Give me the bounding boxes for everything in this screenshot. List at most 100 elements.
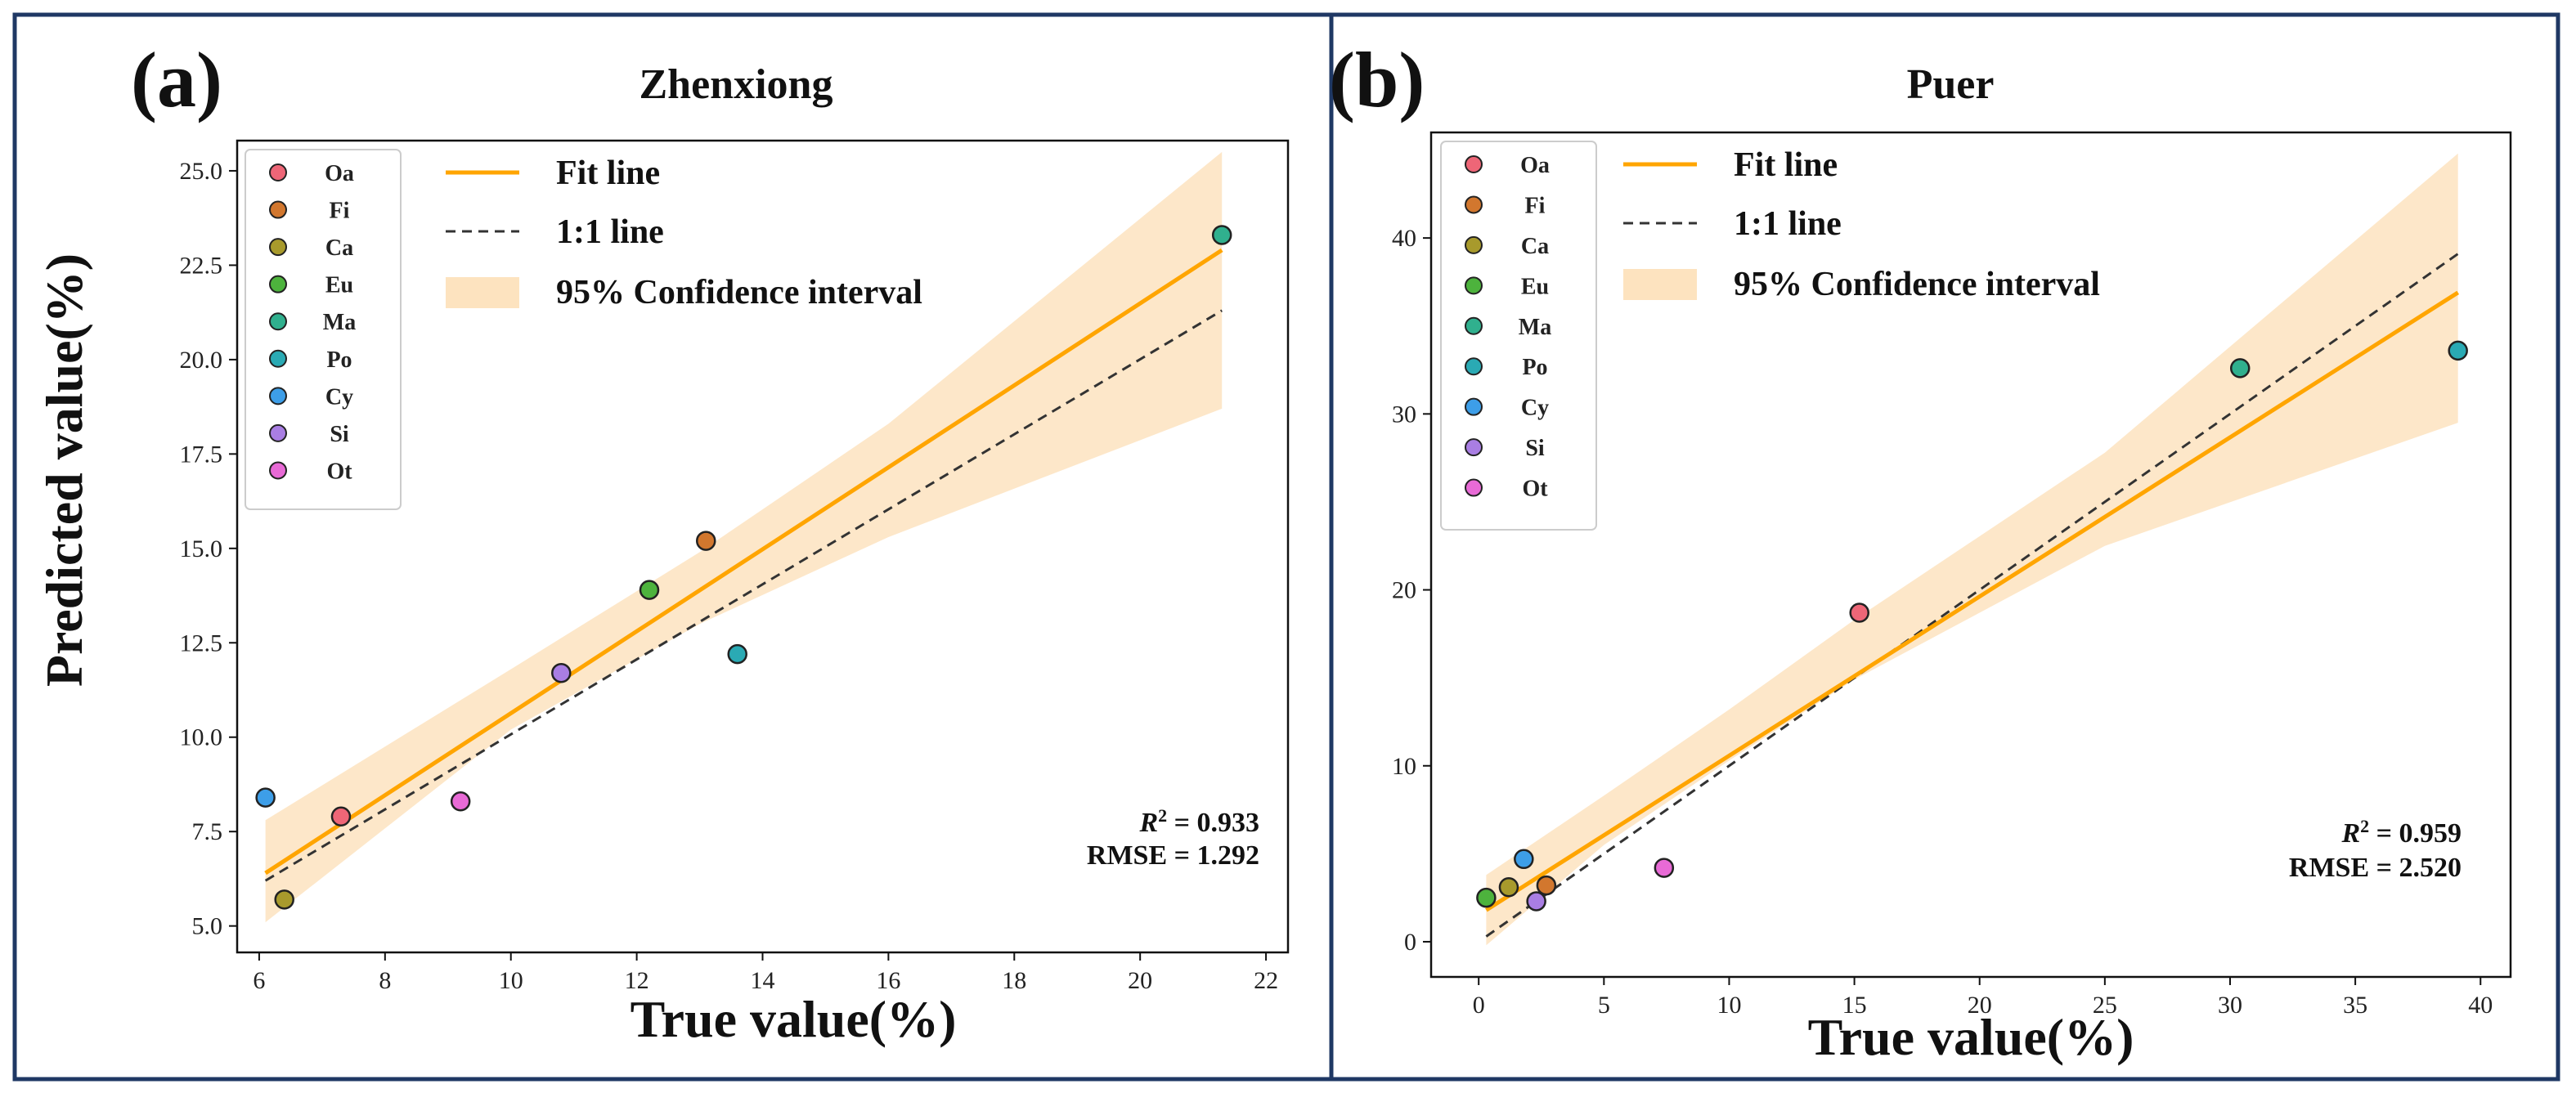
data-point-ma <box>1211 225 1232 245</box>
legend-label-fi: Fi <box>1525 193 1546 218</box>
panel-a-r2-exponent: 2 <box>1158 805 1167 826</box>
panel-a-xlabel: True value(%) <box>631 990 957 1048</box>
legend-marker-cy <box>1465 397 1483 416</box>
legend-ci-label: 95% Confidence interval <box>556 274 922 311</box>
data-point-ca <box>274 889 294 910</box>
legend-ci-swatch <box>1623 269 1697 300</box>
legend-marker-eu <box>269 275 287 293</box>
data-point-si <box>1526 891 1546 912</box>
x-tick-label: 6 <box>253 967 265 994</box>
legend-label-ma: Ma <box>323 310 356 335</box>
legend-identity-label: 1:1 line <box>1734 205 1842 243</box>
x-tick-label: 10 <box>1717 992 1741 1019</box>
data-point-ma <box>2229 358 2251 379</box>
y-tick-label: 15.0 <box>180 535 223 562</box>
y-tick-label: 25.0 <box>180 158 223 185</box>
data-point-oa <box>330 806 352 826</box>
data-point-cy <box>1514 849 1534 870</box>
category-legend <box>245 149 402 510</box>
x-tick-label: 22 <box>1254 967 1278 994</box>
data-point-eu <box>1476 887 1497 908</box>
x-tick-label: 40 <box>2468 992 2493 1019</box>
panel-a-r2-symbol: R <box>1138 808 1158 838</box>
legend-marker-ca <box>269 238 287 257</box>
panel-a-label: (a) <box>131 36 222 123</box>
panel-a-r2-value: = 0.933 <box>1167 808 1259 838</box>
y-tick-label: 5.0 <box>192 913 223 940</box>
category-legend <box>1440 141 1597 531</box>
legend-marker-ca <box>1465 235 1483 254</box>
data-point-oa <box>1849 603 1869 623</box>
data-point-eu <box>639 580 660 600</box>
y-tick-label: 0 <box>1404 929 1416 956</box>
legend-marker-si <box>269 423 287 442</box>
legend-marker-po <box>269 349 287 368</box>
legend-marker-eu <box>1465 276 1483 295</box>
legend-label-cy: Cy <box>1521 396 1549 421</box>
x-tick-label: 18 <box>1002 967 1026 994</box>
y-tick-label: 20 <box>1392 577 1416 604</box>
legend-label-ot: Ot <box>1522 477 1548 502</box>
panel-b: (b) Puer True value(%) R2 = 0.959 RMSE =… <box>1329 12 2560 1082</box>
axes-frame <box>1429 131 2512 979</box>
x-tick-label: 20 <box>1128 967 1152 994</box>
y-tick-label: 10.0 <box>180 724 223 751</box>
ci-band <box>1486 153 2458 946</box>
panel-a-plot: 6 8 10 12 14 16 18 20 225.07.510.012.515.017.520… <box>180 139 1290 994</box>
panel-a-title: Zhenxiong <box>640 61 833 108</box>
legend-fit-label: Fit line <box>1734 146 1838 184</box>
panel-b-title: Puer <box>1907 61 1995 108</box>
y-tick-label: 17.5 <box>180 441 223 468</box>
y-tick-label: 40 <box>1392 225 1416 252</box>
panel-b-plot: 0 5 10 15 20 25 30 35 40 0 10 20 30 40 Oa Fi Ca Eu Ma Po Cy S… <box>1392 131 2512 1019</box>
legend-marker-fi <box>1465 195 1483 214</box>
panel-b-r2: R2 = 0.959 <box>2340 816 2462 849</box>
x-tick-label: 12 <box>625 967 649 994</box>
legend-label-cy: Cy <box>325 384 353 410</box>
legend-label-ot: Ot <box>326 459 352 484</box>
data-point-cy <box>255 787 276 808</box>
legend-label-po: Po <box>1522 355 1547 380</box>
data-point-si <box>551 662 572 683</box>
y-tick-label: 7.5 <box>192 818 223 845</box>
legend-marker-po <box>1465 357 1483 376</box>
data-point-ca <box>1498 876 1519 898</box>
panel-b-rmse: RMSE = 2.520 <box>2289 853 2462 883</box>
identity-line <box>264 309 1223 882</box>
panel-a-rmse: RMSE = 1.292 <box>1087 840 1259 871</box>
panel-a-ylabel: Predicted value(%) <box>35 253 93 687</box>
panel-b-r2-value: = 0.959 <box>2369 818 2462 849</box>
panel-a-r2: R2 = 0.933 <box>1138 805 1259 839</box>
legend-label-po: Po <box>326 347 352 373</box>
x-tick-label: 25 <box>2093 992 2117 1019</box>
data-point-fi <box>1536 875 1557 896</box>
legend-fit-label: Fit line <box>556 155 660 192</box>
panel-a: (a) Zhenxiong Predicted value(%) True va… <box>12 12 1334 1082</box>
data-point-ot <box>450 791 471 812</box>
x-tick-label: 14 <box>751 967 775 994</box>
legend-marker-ma <box>1465 316 1483 335</box>
y-tick-label: 20.0 <box>180 347 223 374</box>
x-tick-label: 20 <box>1968 992 1992 1019</box>
y-tick-label: 10 <box>1392 753 1416 780</box>
legend-label-si: Si <box>1525 436 1545 461</box>
panel-b-r2-exponent: 2 <box>2360 816 2369 836</box>
legend-marker-oa <box>269 164 287 181</box>
x-tick-label: 16 <box>876 967 900 994</box>
fit-line <box>1485 290 2460 912</box>
data-point-po <box>2448 340 2468 361</box>
legend-identity-label: 1:1 line <box>556 213 664 251</box>
panel-b-xlabel: True value(%) <box>1808 1008 2134 1066</box>
legend-ci-swatch <box>446 277 519 308</box>
data-point-po <box>727 643 747 665</box>
x-tick-label: 10 <box>499 967 523 994</box>
ci-band <box>265 151 1223 923</box>
legend-marker-fi <box>269 200 287 219</box>
x-tick-label: 8 <box>379 967 391 994</box>
legend-marker-ot <box>269 461 287 480</box>
legend-marker-ot <box>1465 478 1483 497</box>
x-tick-label: 30 <box>2218 992 2242 1019</box>
legend-label-eu: Eu <box>1521 274 1549 299</box>
legend-label-fi: Fi <box>330 199 350 224</box>
